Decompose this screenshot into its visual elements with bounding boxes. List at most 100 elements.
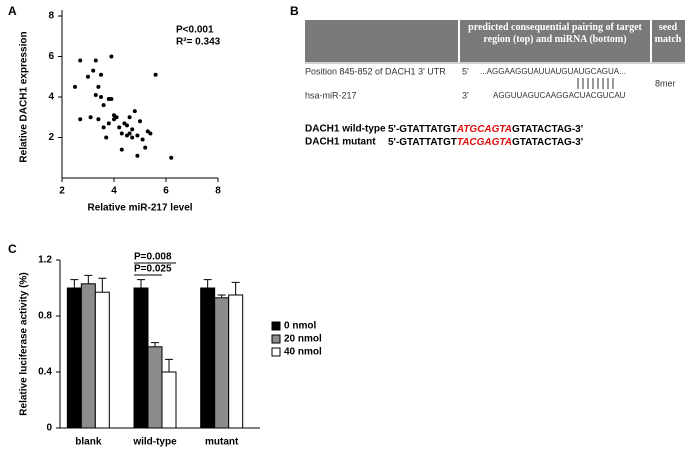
sequence-part: GTATACTAG-3' bbox=[512, 124, 583, 135]
point bbox=[99, 95, 103, 99]
point bbox=[132, 109, 137, 114]
point bbox=[119, 147, 124, 152]
error-bar bbox=[137, 279, 145, 288]
point bbox=[93, 92, 98, 97]
header-line: match bbox=[655, 34, 682, 45]
x-tick-label: blank bbox=[75, 437, 102, 448]
header-text: predicted consequential pairing of targe… bbox=[468, 22, 642, 45]
point bbox=[169, 155, 174, 160]
sequence-part: GTATACTAG-3' bbox=[512, 137, 583, 148]
point bbox=[127, 115, 132, 120]
x-tick-label: 8 bbox=[215, 186, 221, 197]
annotation: P<0.001 bbox=[176, 25, 214, 36]
point bbox=[114, 115, 119, 120]
point bbox=[127, 131, 132, 136]
error-bar bbox=[84, 274, 93, 284]
significance-label: P=0.025 bbox=[134, 264, 172, 275]
cell-text: AGGUUAGUCAAGGACUACGUCAU bbox=[493, 91, 626, 100]
legend-label: 20 nmol bbox=[284, 334, 322, 345]
legend-label: 0 nmol bbox=[284, 321, 316, 332]
y-tick-label: 6 bbox=[48, 51, 54, 62]
header-cell bbox=[305, 20, 458, 62]
bar bbox=[133, 287, 149, 429]
point bbox=[140, 137, 145, 142]
header-line: predicted consequential pairing of targe… bbox=[468, 22, 642, 33]
point bbox=[78, 117, 83, 122]
y-tick-label: 2 bbox=[48, 132, 54, 143]
sequence: 5'-GTATTATGTATGCAGTAGTATACTAG-3' bbox=[388, 124, 583, 135]
point bbox=[153, 72, 158, 77]
y-tick-label: 0.8 bbox=[38, 311, 52, 322]
sequence-part: 5'-GTATTATGT bbox=[388, 137, 457, 148]
bar bbox=[200, 287, 216, 429]
y-axis-title: Relative DACH1 expression bbox=[19, 31, 30, 162]
target-site: ATGCAGTA bbox=[456, 124, 512, 135]
point bbox=[96, 84, 101, 89]
point bbox=[86, 74, 90, 79]
legend-swatch bbox=[271, 347, 281, 357]
error-bar bbox=[203, 279, 212, 288]
header-line: seed bbox=[659, 22, 678, 33]
x-axis-title: Relative miR-217 level bbox=[87, 203, 192, 214]
point bbox=[99, 72, 103, 77]
point bbox=[96, 117, 101, 122]
bar bbox=[228, 294, 244, 429]
bar bbox=[94, 291, 110, 429]
error-bar bbox=[151, 342, 159, 347]
point bbox=[88, 115, 93, 120]
point bbox=[148, 131, 153, 136]
error-bar bbox=[231, 281, 240, 295]
bar bbox=[80, 283, 96, 429]
y-tick-label: 8 bbox=[48, 11, 54, 22]
annotation: R²= 0.343 bbox=[176, 37, 221, 48]
x-tick-label: 6 bbox=[163, 186, 169, 197]
error-bar bbox=[165, 358, 173, 372]
point bbox=[125, 123, 129, 128]
pairing-bars bbox=[577, 78, 614, 89]
point bbox=[117, 125, 122, 130]
sequence: 5'-GTATTATGTTACGAGTAGTATACTAG-3' bbox=[388, 137, 583, 148]
cell-text: 8mer bbox=[655, 78, 676, 88]
x-tick-label: wild-type bbox=[132, 437, 177, 448]
error-bar bbox=[98, 277, 107, 293]
point bbox=[130, 135, 135, 140]
header-cell bbox=[652, 20, 685, 62]
bar bbox=[66, 287, 82, 429]
point bbox=[130, 127, 135, 132]
y-tick-label: 0 bbox=[46, 423, 52, 434]
point bbox=[135, 133, 140, 138]
y-tick-label: 4 bbox=[48, 92, 54, 103]
header-text: seed match bbox=[655, 22, 682, 45]
target-site: TACGAGTA bbox=[457, 137, 512, 148]
point bbox=[138, 119, 142, 124]
x-tick-label: 4 bbox=[111, 186, 117, 197]
point bbox=[106, 121, 111, 126]
cell-text: 5' bbox=[462, 66, 469, 76]
point bbox=[119, 131, 124, 136]
legend-swatch bbox=[271, 334, 281, 344]
x-tick-label: mutant bbox=[205, 437, 239, 448]
point bbox=[135, 153, 140, 158]
point bbox=[91, 68, 96, 73]
header-line: region (top) and miRNA (bottom) bbox=[483, 34, 626, 45]
error-bar bbox=[70, 279, 79, 288]
sequence-name: DACH1 wild-type bbox=[305, 124, 386, 135]
point bbox=[109, 54, 114, 59]
y-tick-label: 0.4 bbox=[38, 367, 52, 378]
sequence-part: 5'-GTATTATGT bbox=[388, 124, 457, 135]
error-bar bbox=[217, 294, 226, 298]
point bbox=[78, 58, 83, 63]
cell-text: ...AGGAAGGUAUUAUGUAUGCAGUA... bbox=[480, 67, 626, 76]
y-axis-title: Relative luciferase activity (%) bbox=[19, 272, 30, 415]
header-cell bbox=[460, 20, 650, 62]
point bbox=[104, 135, 109, 140]
bar bbox=[161, 371, 177, 429]
point bbox=[143, 145, 148, 150]
legend-swatch bbox=[271, 321, 281, 331]
cell-text: 3' bbox=[462, 90, 469, 100]
point bbox=[109, 97, 114, 102]
panel-label: B bbox=[290, 4, 299, 18]
point bbox=[101, 125, 106, 130]
significance-label: P=0.008 bbox=[134, 252, 172, 263]
